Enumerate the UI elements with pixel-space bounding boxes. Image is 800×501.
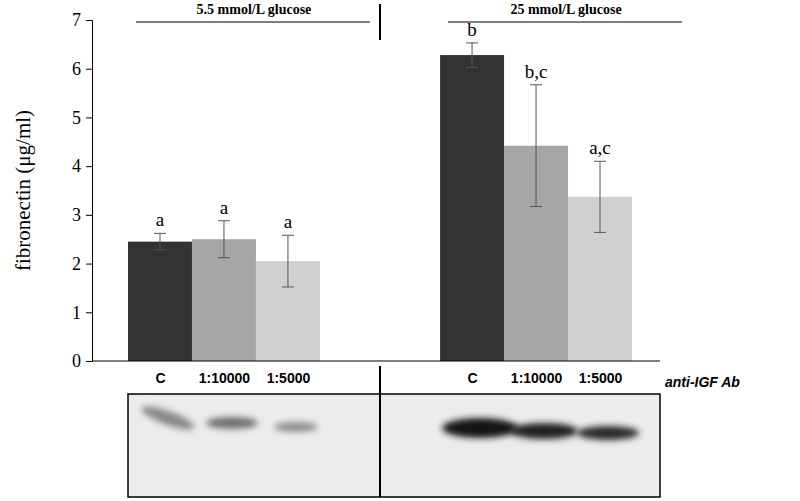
x-tick: 1:10000 — [511, 361, 563, 386]
error-bar-cap — [282, 286, 294, 287]
y-tick-mark — [86, 361, 92, 362]
y-tick: 3 — [72, 205, 92, 225]
error-bar — [466, 43, 478, 67]
x-axis-line — [92, 361, 660, 362]
group-label: 25 mmol/L glucose — [510, 2, 621, 17]
error-bar-stem — [472, 43, 473, 67]
y-tick-mark — [86, 166, 92, 167]
chart: aaabb,ca,c01234567fibronectin (μg/ml)C1:… — [0, 0, 800, 501]
y-tick-label: 3 — [72, 205, 81, 225]
error-bar-stem — [159, 233, 160, 250]
annotation: a — [220, 197, 229, 218]
y-tick-label: 2 — [72, 254, 81, 274]
error-bar-cap — [154, 249, 166, 250]
group-label: 5.5 mmol/L glucose — [197, 2, 312, 17]
error-bar-stem — [536, 85, 537, 207]
x-axis: C 1:10000 1:5000 C 1:10000 1:5000 — [155, 361, 622, 386]
y-axis-title: fibronectin (μg/ml) — [11, 110, 35, 271]
y-tick-mark — [86, 312, 92, 313]
y-tick: 2 — [72, 254, 92, 274]
error-bar-cap — [218, 220, 230, 221]
y-tick-mark — [86, 69, 92, 70]
x-tick-label: 1:5000 — [267, 370, 311, 386]
plot-area — [128, 43, 632, 361]
x-tick-label: C — [155, 370, 165, 386]
x-tick: C — [155, 361, 165, 386]
error-bar — [594, 161, 606, 232]
error-bar-cap — [530, 84, 542, 85]
y-tick: 5 — [72, 108, 92, 128]
error-bar — [530, 85, 542, 207]
error-bar — [154, 233, 166, 250]
x-tick-label: C — [467, 370, 477, 386]
error-bar-stem — [600, 161, 601, 232]
error-bar-cap — [154, 233, 166, 234]
blot-band — [139, 402, 196, 434]
group-line — [448, 21, 682, 22]
annotations: aaabb,ca,c — [156, 19, 611, 232]
blot-band — [206, 417, 258, 429]
blot — [128, 366, 660, 497]
group-divider — [379, 4, 381, 40]
annotation: a,c — [589, 137, 611, 158]
error-bar-cap — [530, 206, 542, 207]
x-tick: 1:5000 — [267, 361, 311, 386]
y-tick-label: 0 — [72, 351, 81, 371]
error-bar-stem — [223, 221, 224, 258]
error-bar-stem — [287, 235, 288, 287]
y-tick-mark — [86, 215, 92, 216]
error-bar-cap — [282, 235, 294, 236]
y-tick: 1 — [72, 303, 92, 323]
error-bar-cap — [594, 232, 606, 233]
blot-band — [274, 422, 318, 432]
y-tick-label: 4 — [72, 156, 81, 176]
blot-band — [442, 418, 518, 438]
x-axis-title: anti-IGF Ab — [665, 374, 740, 390]
annotation: a — [284, 211, 293, 232]
annotation: b,c — [525, 61, 548, 82]
x-tick-label: 1:10000 — [199, 370, 251, 386]
bar — [128, 242, 192, 361]
y-tick-label: 1 — [72, 303, 81, 323]
group-line — [136, 21, 370, 22]
bar — [192, 239, 256, 361]
y-tick: 0 — [72, 351, 92, 371]
x-tick-label: 1:5000 — [579, 370, 623, 386]
group-headers: 5.5 mmol/L glucose 25 mmol/L glucose — [136, 2, 682, 40]
annotation: a — [156, 209, 165, 230]
blot-band — [510, 423, 578, 439]
blot-divider — [379, 366, 381, 497]
y-tick-mark — [86, 264, 92, 265]
y-tick-mark — [86, 20, 92, 21]
error-bar-cap — [594, 161, 606, 162]
bar — [440, 55, 504, 361]
y-tick: 6 — [72, 59, 92, 79]
blot-band — [577, 426, 639, 440]
y-tick: 7 — [72, 10, 92, 30]
y-tick: 4 — [72, 156, 92, 176]
blot-frame — [128, 394, 660, 497]
y-tick-label: 5 — [72, 108, 81, 128]
x-tick: 1:5000 — [579, 361, 623, 386]
x-tick-label: 1:10000 — [511, 370, 563, 386]
error-bar — [218, 221, 230, 258]
y-tick-label: 6 — [72, 59, 81, 79]
y-tick-mark — [86, 117, 92, 118]
y-tick-label: 7 — [72, 10, 81, 30]
y-axis: 0 1 2 3 4 5 6 7 — [72, 10, 93, 371]
error-bar-cap — [466, 42, 478, 43]
x-tick: C — [467, 361, 477, 386]
error-bar-cap — [218, 257, 230, 258]
error-bar-cap — [466, 67, 478, 68]
error-bar — [282, 235, 294, 287]
y-axis-line — [86, 21, 93, 362]
x-tick: 1:10000 — [199, 361, 251, 386]
